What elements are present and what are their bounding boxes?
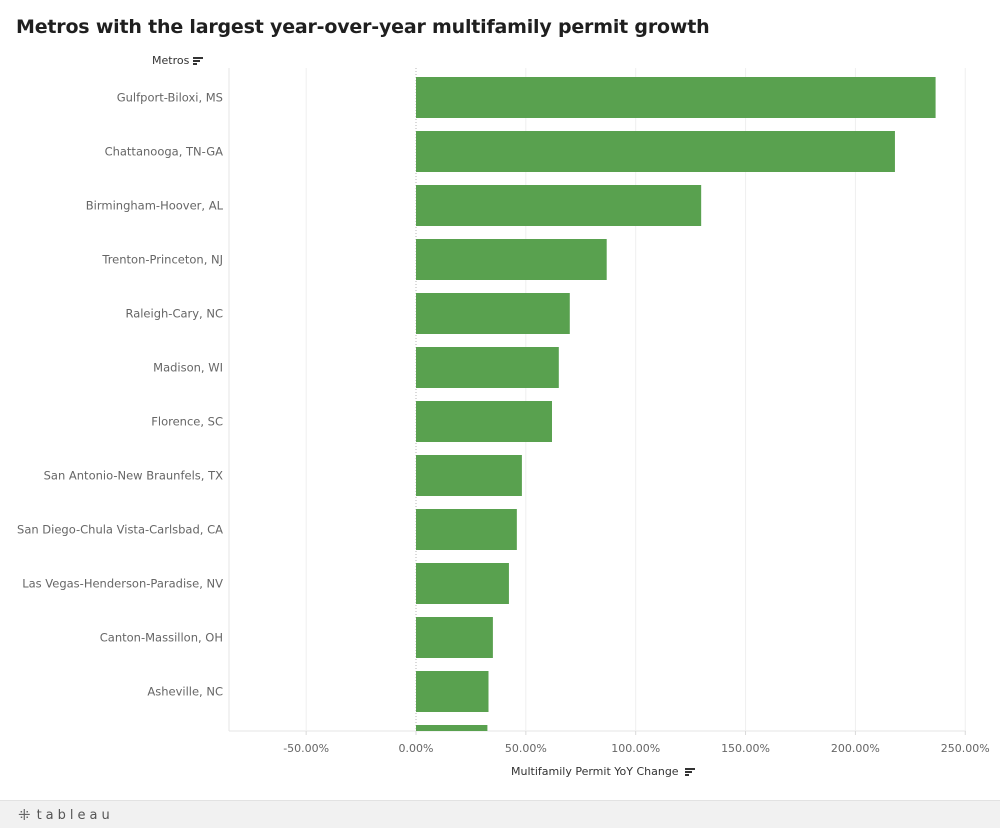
bar [416,347,559,388]
bar [416,293,570,334]
tableau-logo-icon: ⁜ [18,806,31,824]
bar [416,455,522,496]
bar-chart: -50.00% 0.00% 50.00% 100.00% 150.00% 200.00% 2… [17,68,990,755]
y-category-label: Chattanooga, TN-GA [105,145,224,159]
bar [416,185,702,226]
y-category-label: Birmingham-Hoover, AL [86,199,224,213]
x-tick-label: -50.00% [283,742,329,755]
x-axis-title-label: Multifamily Permit YoY Change [511,765,679,778]
x-tick-label: 50.00% [505,742,547,755]
x-axis-title[interactable]: Multifamily Permit YoY Change [511,765,695,778]
y-category-label: Florence, SC [151,415,223,429]
bar [416,239,607,280]
y-category-label: San Antonio-New Braunfels, TX [44,469,224,483]
tableau-logo[interactable]: ⁜ tableau [18,806,114,824]
y-category-label: Asheville, NC [147,685,223,699]
y-category-label: Trenton-Princeton, NJ [101,253,223,267]
x-tick-label: 0.00% [399,742,434,755]
x-tick-label: 150.00% [721,742,770,755]
x-tick-label: 250.00% [941,742,990,755]
footer-bar: ⁜ tableau [0,800,1000,828]
bar [416,671,489,712]
x-tick-label: 100.00% [611,742,660,755]
y-category-label: Las Vegas-Henderson-Paradise, NV [22,577,223,591]
bar [416,563,509,604]
y-category-label: Canton-Massillon, OH [100,631,223,645]
bar [416,77,936,118]
y-category-label: Madison, WI [153,361,223,375]
x-axis-sort-icon[interactable] [684,767,695,776]
bar [416,725,488,731]
bar [416,401,552,442]
y-category-label: San Diego-Chula Vista-Carlsbad, CA [17,523,223,537]
y-category-label: Raleigh-Cary, NC [125,307,223,321]
y-category-label: Gulfport-Biloxi, MS [117,91,223,105]
bar [416,509,517,550]
row-header-label: Metros [152,54,190,67]
sort-icon[interactable] [193,56,204,65]
bar [416,617,493,658]
x-tick-label: 200.00% [831,742,880,755]
row-header[interactable]: Metros [152,54,204,67]
tableau-logo-text: tableau [36,807,114,823]
chart-title: Metros with the largest year-over-year m… [16,16,710,38]
bar [416,131,895,172]
